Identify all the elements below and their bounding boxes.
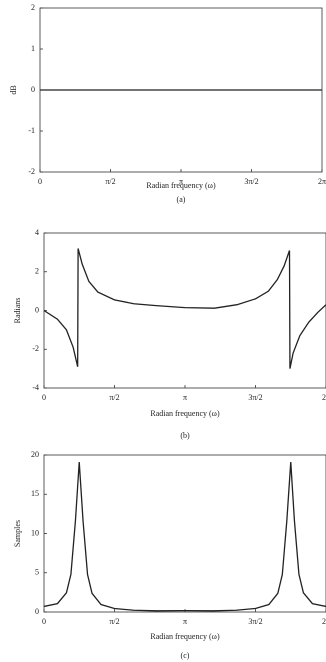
caption: (a)	[177, 195, 186, 204]
x-tick-label: π	[179, 177, 183, 186]
y-axis-label: dB	[9, 85, 18, 94]
y-tick-label: -4	[32, 383, 39, 392]
x-tick-label: 0	[42, 617, 46, 626]
x-axis-label: Radian frequency (ω)	[150, 632, 220, 641]
y-tick-label: -2	[28, 167, 35, 176]
y-tick-label: 0	[35, 305, 39, 314]
x-tick-label: π/2	[105, 177, 115, 186]
x-tick-label: 3π/2	[248, 617, 262, 626]
x-axis-label: Radian frequency (ω)	[150, 409, 220, 418]
x-tick-label: 0	[42, 393, 46, 402]
y-tick-label: 1	[31, 44, 35, 53]
x-tick-label: π	[183, 617, 187, 626]
data-line	[43, 462, 326, 612]
y-tick-label: 10	[31, 528, 39, 537]
x-tick-label: π	[183, 393, 187, 402]
y-axis-label: Radians	[13, 298, 22, 324]
y-tick-label: 15	[31, 489, 39, 498]
caption: (c)	[181, 651, 190, 660]
x-tick-label: 3π/2	[248, 393, 262, 402]
x-tick-label: 3π/2	[244, 177, 258, 186]
x-tick-label: 2π	[318, 177, 326, 186]
y-tick-label: 5	[35, 568, 39, 577]
y-tick-label: 0	[35, 607, 39, 616]
y-tick-label: 20	[31, 450, 39, 459]
y-tick-label: 2	[35, 267, 39, 276]
caption: (b)	[180, 431, 190, 440]
x-tick-label: 2π	[322, 617, 326, 626]
data-line	[43, 248, 326, 369]
y-tick-label: -1	[28, 126, 35, 135]
plot-frame	[43, 454, 326, 613]
x-tick-label: π/2	[109, 617, 119, 626]
x-axis-label: Radian frequency (ω)	[146, 181, 216, 190]
plot-frame	[43, 232, 326, 389]
y-tick-label: 0	[31, 85, 35, 94]
x-tick-label: 0	[38, 177, 42, 186]
y-tick-label: 2	[31, 3, 35, 12]
x-tick-label: 2π	[322, 393, 326, 402]
y-tick-label: -2	[32, 344, 39, 353]
y-tick-label: 4	[35, 228, 39, 237]
x-tick-label: π/2	[109, 393, 119, 402]
y-axis-label: Samples	[13, 520, 22, 547]
